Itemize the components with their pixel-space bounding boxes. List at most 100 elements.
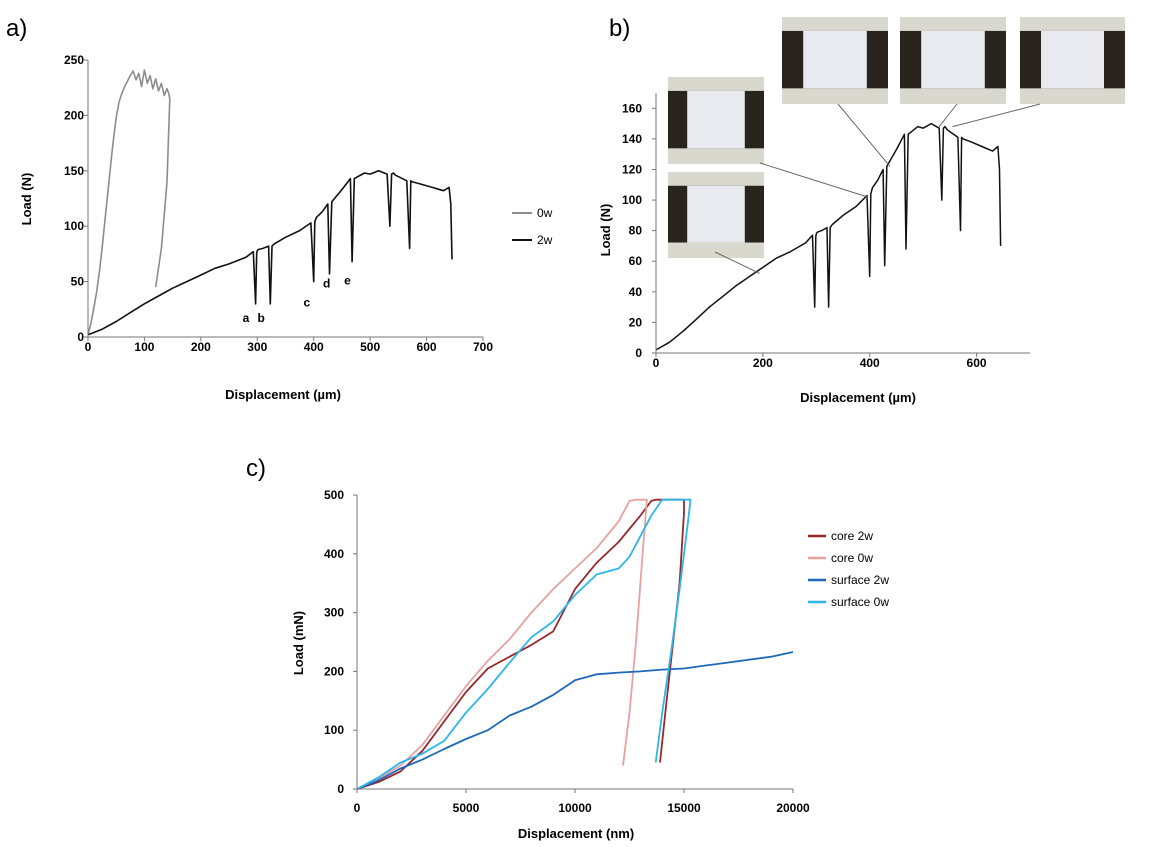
x-ticks-b: 0 200 400 600 — [653, 353, 987, 370]
photo-sample — [921, 30, 985, 89]
x-tick-label: 5000 — [453, 801, 480, 815]
inset-photo-3 — [782, 17, 888, 104]
y-ticks-b: 0 20 40 60 80 100 120 140 160 — [622, 101, 656, 360]
y-tick-label: 100 — [622, 193, 642, 207]
y-tick-label: 200 — [324, 664, 344, 678]
legend-label-0w: 0w — [537, 206, 553, 220]
photo-top-plate — [668, 77, 764, 91]
x-tick-label: 600 — [417, 340, 437, 354]
y-tick-label: 120 — [622, 162, 642, 176]
inset-photo-1 — [668, 77, 764, 164]
photo-bottom-plate — [668, 148, 764, 164]
y-axis-title-a: Load (N) — [19, 173, 34, 226]
x-tick-label: 100 — [134, 340, 154, 354]
y-tick-label: 60 — [629, 254, 643, 268]
y-tick-label: 250 — [64, 53, 84, 67]
photo-sample — [687, 185, 745, 243]
x-tick-label: 400 — [304, 340, 324, 354]
photo-top-plate — [782, 17, 888, 31]
x-tick-label: 400 — [860, 356, 880, 370]
photo-top-plate — [900, 17, 1006, 31]
y-tick-label: 100 — [324, 723, 344, 737]
legend-c: core 2w core 0w surface 2w surface 0w — [808, 529, 889, 609]
photo-sample — [1041, 30, 1104, 89]
annotation-a: a — [243, 311, 250, 325]
series-line-surface-0w — [356, 498, 692, 790]
series-line-0 — [655, 122, 1002, 351]
annotation-c: c — [304, 295, 311, 309]
annotation-e: e — [344, 273, 351, 287]
x-ticks-c: 0 5000 10000 15000 20000 — [354, 789, 810, 815]
photo-bottom-plate — [900, 88, 1006, 104]
inset-photos-b — [668, 17, 1125, 274]
x-tick-label: 0 — [653, 356, 660, 370]
series-line-surface-2w — [356, 651, 794, 790]
y-tick-label: 0 — [635, 346, 642, 360]
series-line-2w — [87, 170, 453, 336]
x-tick-label: 500 — [360, 340, 380, 354]
panel-c: c) 0 5000 10000 15000 20000 0 100 200 300 400 500… — [246, 455, 889, 841]
panel-label-a: a) — [6, 15, 27, 42]
photo-arrow — [938, 103, 958, 127]
legend-label-core-0w: core 0w — [831, 551, 873, 565]
photo-arrow — [714, 251, 760, 274]
y-tick-label: 40 — [629, 285, 643, 299]
annotation-b: b — [258, 311, 265, 325]
x-axis-title-b: Displacement (µm) — [800, 390, 916, 405]
legend-label-surface-0w: surface 0w — [831, 595, 889, 609]
photo-sample — [803, 30, 867, 89]
inset-photo-4 — [900, 17, 1006, 104]
x-tick-label: 200 — [191, 340, 211, 354]
y-axis-title-b: Load (N) — [598, 204, 613, 257]
x-tick-label: 10000 — [558, 801, 592, 815]
x-tick-label: 15000 — [667, 801, 701, 815]
x-axis-title-a: Displacement (µm) — [225, 387, 341, 402]
photo-top-plate — [1020, 17, 1125, 31]
y-tick-label: 150 — [64, 164, 84, 178]
legend-label-core-2w: core 2w — [831, 529, 873, 543]
y-axis-title-c: Load (mN) — [291, 611, 306, 675]
x-tick-label: 300 — [247, 340, 267, 354]
inset-photo-5 — [1020, 17, 1125, 104]
x-tick-label: 600 — [967, 356, 987, 370]
y-ticks-a: 0 50 100 150 200 250 — [64, 53, 88, 344]
inset-photo-2 — [668, 172, 764, 258]
photo-bottom-plate — [782, 88, 888, 104]
y-tick-label: 500 — [324, 488, 344, 502]
x-tick-label: 0 — [354, 801, 361, 815]
legend-label-2w: 2w — [537, 233, 553, 247]
panel-label-b: b) — [609, 15, 630, 42]
series-line-0w — [87, 69, 171, 335]
y-tick-label: 0 — [337, 782, 344, 796]
photo-sample — [687, 90, 745, 149]
y-tick-label: 200 — [64, 108, 84, 122]
annotations-a: a b cd e — [243, 273, 352, 325]
photo-top-plate — [668, 172, 764, 186]
x-tick-label: 200 — [753, 356, 773, 370]
panel-label-c: c) — [246, 455, 266, 482]
x-tick-label: 0 — [85, 340, 92, 354]
photo-arrow — [952, 103, 1041, 128]
series-line-core-2w — [356, 498, 685, 790]
x-tick-label: 20000 — [776, 801, 810, 815]
series-line-core-0w — [356, 498, 648, 790]
y-tick-label: 140 — [622, 132, 642, 146]
y-tick-label: 400 — [324, 547, 344, 561]
photo-arrow — [837, 103, 891, 167]
panel-b: b) 0 200 400 600 0 20 40 60 80 100 120 140 160 Disp… — [598, 15, 1125, 405]
y-tick-label: 0 — [77, 330, 84, 344]
x-tick-label: 700 — [473, 340, 493, 354]
photo-bottom-plate — [1020, 88, 1125, 104]
y-tick-label: 100 — [64, 219, 84, 233]
legend-a: 0w 2w — [512, 206, 553, 247]
x-ticks-a: 0 100 200 300 400 500 600 700 — [85, 337, 493, 354]
y-tick-label: 50 — [71, 275, 85, 289]
series-group-c — [356, 498, 794, 790]
series-group-a — [87, 69, 453, 336]
panel-a: a) 0 100 200 300 400 500 600 700 0 50 100 150 200 25… — [6, 15, 553, 402]
y-ticks-c: 0 100 200 300 400 500 — [324, 488, 357, 796]
photo-arrow — [759, 162, 868, 198]
y-tick-label: 20 — [629, 315, 643, 329]
annotation-d: d — [323, 277, 330, 291]
